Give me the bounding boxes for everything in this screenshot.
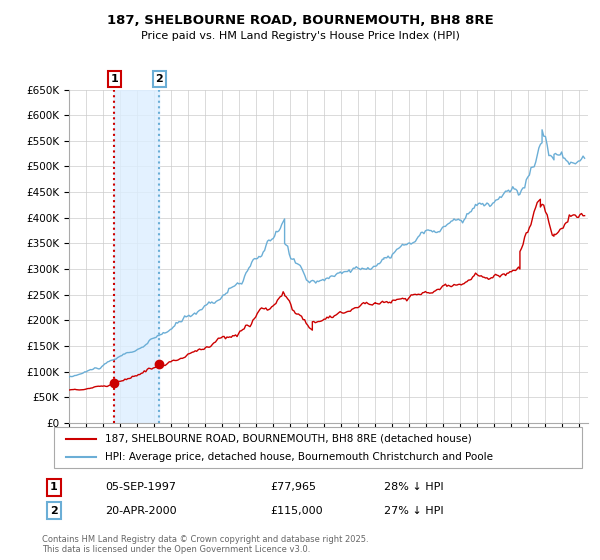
- Text: 2: 2: [50, 506, 58, 516]
- Text: 187, SHELBOURNE ROAD, BOURNEMOUTH, BH8 8RE (detached house): 187, SHELBOURNE ROAD, BOURNEMOUTH, BH8 8…: [105, 434, 472, 444]
- Text: Contains HM Land Registry data © Crown copyright and database right 2025.
This d: Contains HM Land Registry data © Crown c…: [42, 535, 368, 554]
- Text: Price paid vs. HM Land Registry's House Price Index (HPI): Price paid vs. HM Land Registry's House …: [140, 31, 460, 41]
- Text: £115,000: £115,000: [270, 506, 323, 516]
- Text: 1: 1: [50, 482, 58, 492]
- Text: 187, SHELBOURNE ROAD, BOURNEMOUTH, BH8 8RE: 187, SHELBOURNE ROAD, BOURNEMOUTH, BH8 8…: [107, 14, 493, 27]
- Bar: [115, 90, 159, 423]
- Text: 20-APR-2000: 20-APR-2000: [105, 506, 176, 516]
- Text: 27% ↓ HPI: 27% ↓ HPI: [384, 506, 443, 516]
- Text: 05-SEP-1997: 05-SEP-1997: [105, 482, 176, 492]
- Text: 1: 1: [110, 74, 118, 84]
- Text: HPI: Average price, detached house, Bournemouth Christchurch and Poole: HPI: Average price, detached house, Bour…: [105, 452, 493, 463]
- Text: £77,965: £77,965: [270, 482, 316, 492]
- Text: 2: 2: [155, 74, 163, 84]
- Text: 28% ↓ HPI: 28% ↓ HPI: [384, 482, 443, 492]
